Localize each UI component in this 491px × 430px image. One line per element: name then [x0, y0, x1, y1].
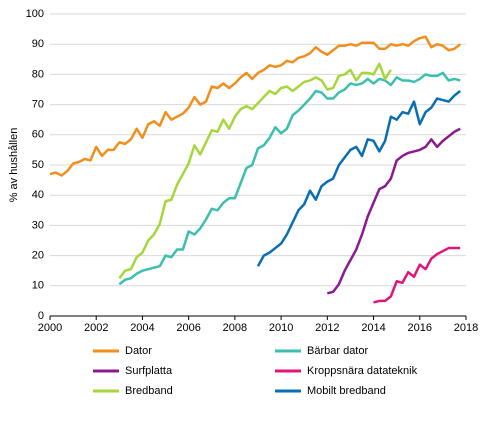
y-tick-label: 0: [38, 310, 44, 322]
x-tick-label: 2002: [84, 322, 108, 334]
y-tick-label: 100: [26, 8, 44, 20]
series-line: [373, 246, 461, 304]
x-tick-label: 2008: [223, 322, 247, 334]
series-line: [118, 62, 392, 280]
y-tick-label: 80: [32, 68, 44, 80]
series-line: [49, 35, 461, 177]
x-tick-label: 2018: [454, 322, 478, 334]
legend-label: Kroppsnära datateknik: [307, 365, 418, 377]
x-tick-label: 2000: [38, 322, 62, 334]
legend-label: Dator: [125, 345, 152, 357]
x-tick-label: 2004: [130, 322, 154, 334]
y-tick-label: 90: [32, 38, 44, 50]
x-tick-label: 2014: [361, 322, 385, 334]
x-tick-label: 2012: [315, 322, 339, 334]
legend-label: Bredband: [125, 385, 173, 397]
y-tick-label: 70: [32, 99, 44, 111]
series-line: [256, 90, 461, 267]
y-tick-label: 60: [32, 129, 44, 141]
y-tick-label: 20: [32, 250, 44, 262]
legend-label: Mobilt bredband: [307, 385, 386, 397]
y-tick-label: 30: [32, 219, 44, 231]
y-tick-label: 40: [32, 189, 44, 201]
y-tick-label: 50: [32, 159, 44, 171]
series-line: [118, 71, 461, 286]
y-tick-label: 10: [32, 280, 44, 292]
legend-label: Bärbar dator: [307, 345, 368, 357]
series-line: [327, 127, 461, 295]
y-axis-label: % av hushållen: [8, 128, 20, 203]
legend-label: Surfplatta: [125, 365, 173, 377]
x-tick-label: 2006: [176, 322, 200, 334]
x-tick-label: 2016: [408, 322, 432, 334]
x-tick-label: 2010: [269, 322, 293, 334]
